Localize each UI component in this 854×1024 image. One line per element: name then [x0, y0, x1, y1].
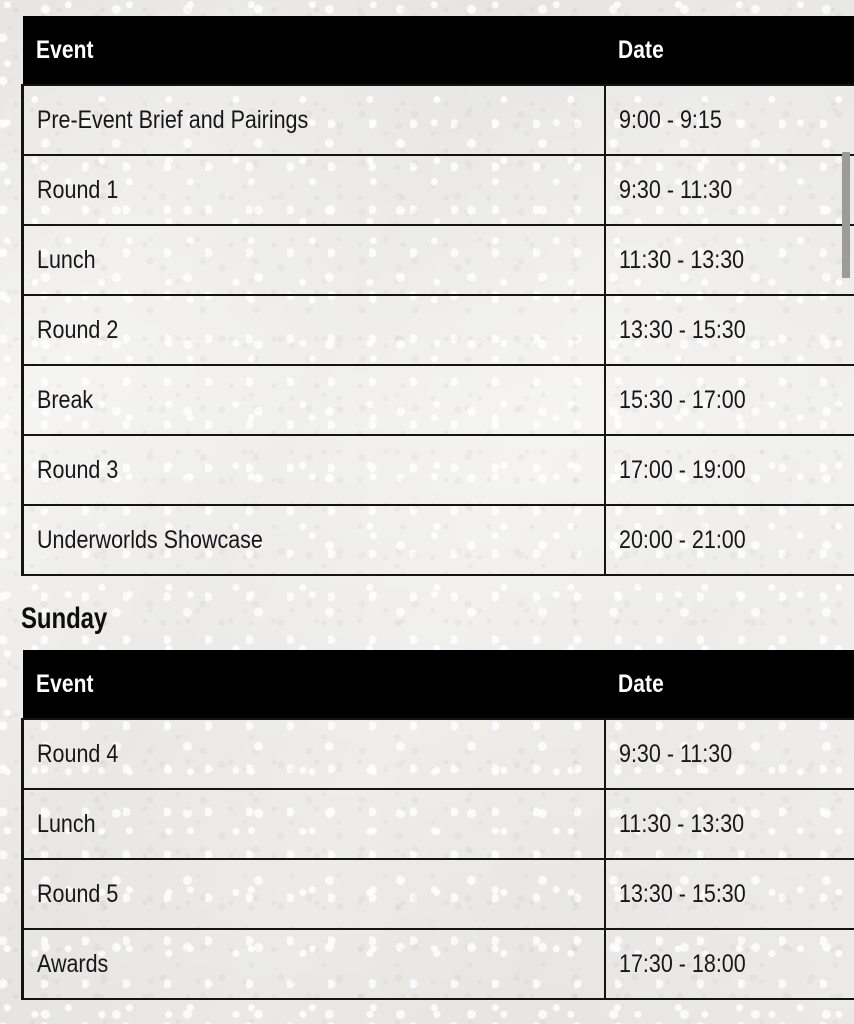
cell-date-label: 17:30 - 18:00	[618, 949, 746, 978]
day-heading-sunday: Sunday	[21, 602, 108, 635]
cell-date-label: 9:30 - 11:30	[618, 175, 732, 204]
table-header-saturday: Event Date	[22, 16, 854, 85]
cell-date: 17:30 - 18:00	[603, 928, 854, 1000]
cell-event-label: Round 4	[37, 739, 119, 768]
cell-event-label: Round 2	[37, 315, 119, 344]
cell-event: Round 1	[21, 154, 606, 226]
cell-event-label: Break	[37, 385, 94, 414]
column-header-date[interactable]: Date	[604, 16, 854, 85]
cell-date: 11:30 - 13:30	[603, 788, 854, 860]
cell-date-label: 20:00 - 21:00	[618, 525, 746, 554]
clipped-day-heading-saturday: Saturday	[21, 0, 122, 1]
cell-date: 15:30 - 17:00	[603, 364, 854, 436]
cell-date-label: 9:00 - 9:15	[618, 105, 722, 134]
table-body-saturday: Pre-Event Brief and Pairings 9:00 - 9:15…	[21, 84, 854, 576]
cell-event: Break	[21, 364, 606, 436]
cell-event: Round 5	[21, 858, 606, 930]
table-row: Lunch 11:30 - 13:30	[21, 788, 854, 860]
cell-event-label: Underworlds Showcase	[37, 525, 263, 554]
column-header-event[interactable]: Event	[22, 650, 605, 719]
cell-event: Pre-Event Brief and Pairings	[21, 84, 606, 156]
cell-date: 11:30 - 13:30	[603, 224, 854, 296]
table-row: Break 15:30 - 17:00	[21, 364, 854, 436]
table-body-sunday: Round 4 9:30 - 11:30 Lunch 11:30 - 13:30…	[21, 718, 854, 1000]
table-row: Round 5 13:30 - 15:30	[21, 858, 854, 930]
cell-event: Lunch	[21, 788, 606, 860]
cell-event: Round 3	[21, 434, 606, 506]
scrollbar-thumb[interactable]	[842, 152, 850, 278]
cell-date-label: 11:30 - 13:30	[618, 245, 744, 274]
table-row: Lunch 11:30 - 13:30	[21, 224, 854, 296]
cell-date: 13:30 - 15:30	[603, 294, 854, 366]
cell-event: Round 2	[21, 294, 606, 366]
cell-event-label: Round 5	[37, 879, 119, 908]
cell-date-label: 11:30 - 13:30	[618, 809, 744, 838]
column-header-event[interactable]: Event	[22, 16, 605, 85]
cell-date: 9:00 - 9:15	[603, 84, 854, 156]
column-header-event-label: Event	[35, 35, 94, 64]
table-row: Round 3 17:00 - 19:00	[21, 434, 854, 506]
schedule-table-saturday: Event Date Pre-Event Brief and Pairings …	[21, 16, 854, 576]
cell-date-label: 9:30 - 11:30	[618, 739, 732, 768]
cell-date: 9:30 - 11:30	[603, 718, 854, 790]
cell-event-label: Lunch	[37, 809, 96, 838]
table-header-row: Event Date	[22, 650, 854, 719]
cell-date: 17:00 - 19:00	[603, 434, 854, 506]
table-header-row: Event Date	[22, 16, 854, 85]
table-row: Pre-Event Brief and Pairings 9:00 - 9:15	[21, 84, 854, 156]
column-header-date-label: Date	[617, 35, 664, 64]
cell-event: Underworlds Showcase	[21, 504, 606, 576]
cell-date-label: 13:30 - 15:30	[618, 315, 746, 344]
table-header-sunday: Event Date	[22, 650, 854, 719]
table-row: Round 4 9:30 - 11:30	[21, 718, 854, 790]
schedule-table-sunday: Event Date Round 4 9:30 - 11:30 Lunch 11…	[21, 650, 854, 1000]
table-row: Round 1 9:30 - 11:30	[21, 154, 854, 226]
cell-event-label: Awards	[37, 949, 109, 978]
cell-event-label: Pre-Event Brief and Pairings	[37, 105, 309, 134]
cell-event-label: Round 1	[37, 175, 119, 204]
table-row: Awards 17:30 - 18:00	[21, 928, 854, 1000]
cell-date: 9:30 - 11:30	[603, 154, 854, 226]
cell-event: Awards	[21, 928, 606, 1000]
cell-date-label: 13:30 - 15:30	[618, 879, 746, 908]
table-row: Round 2 13:30 - 15:30	[21, 294, 854, 366]
cell-event-label: Lunch	[37, 245, 96, 274]
column-header-event-label: Event	[35, 669, 94, 698]
cell-date-label: 15:30 - 17:00	[618, 385, 746, 414]
column-header-date[interactable]: Date	[604, 650, 854, 719]
cell-date: 20:00 - 21:00	[603, 504, 854, 576]
column-header-date-label: Date	[617, 669, 664, 698]
vertical-scrollbar[interactable]	[840, 0, 854, 1024]
cell-date: 13:30 - 15:30	[603, 858, 854, 930]
table-row: Underworlds Showcase 20:00 - 21:00	[21, 504, 854, 576]
cell-date-label: 17:00 - 19:00	[618, 455, 746, 484]
cell-event: Round 4	[21, 718, 606, 790]
cell-event: Lunch	[21, 224, 606, 296]
cell-event-label: Round 3	[37, 455, 119, 484]
